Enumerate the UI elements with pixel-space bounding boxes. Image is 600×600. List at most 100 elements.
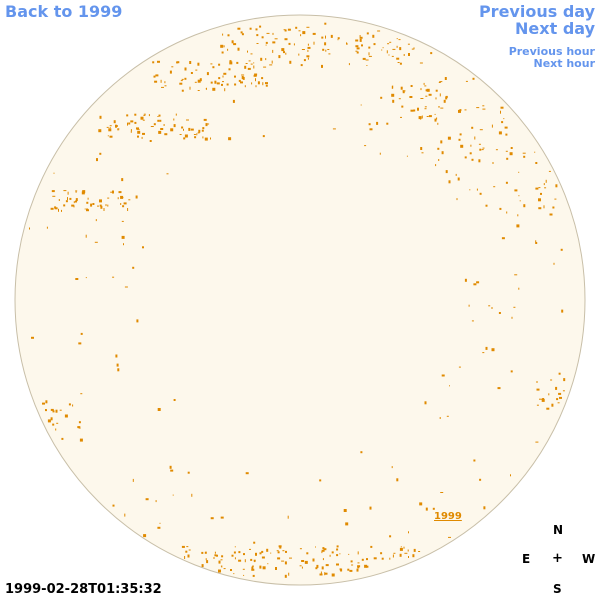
feature-mark bbox=[550, 379, 553, 381]
feature-mark bbox=[476, 281, 480, 284]
feature-mark bbox=[434, 118, 437, 122]
feature-mark bbox=[392, 48, 396, 50]
previous-hour-link[interactable]: Previous hour bbox=[508, 45, 595, 58]
feature-mark bbox=[253, 74, 257, 77]
feature-mark bbox=[357, 565, 361, 568]
feature-mark bbox=[368, 52, 370, 56]
feature-mark bbox=[260, 57, 263, 61]
feature-mark bbox=[373, 557, 377, 560]
feature-mark bbox=[188, 549, 191, 551]
feature-mark bbox=[109, 135, 113, 138]
feature-mark bbox=[448, 180, 451, 184]
compass-west-label: W bbox=[582, 552, 596, 566]
feature-mark bbox=[255, 28, 258, 31]
feature-mark bbox=[347, 568, 350, 571]
feature-mark bbox=[437, 122, 439, 125]
feature-mark bbox=[242, 568, 245, 570]
feature-mark bbox=[157, 408, 161, 411]
feature-mark bbox=[143, 534, 147, 538]
feature-mark bbox=[176, 61, 179, 64]
feature-mark bbox=[549, 213, 553, 216]
feature-mark bbox=[322, 558, 324, 561]
feature-mark bbox=[560, 248, 563, 251]
feature-mark bbox=[271, 60, 273, 64]
feature-mark bbox=[169, 465, 172, 469]
feature-mark bbox=[491, 348, 495, 352]
feature-mark bbox=[377, 30, 381, 32]
feature-mark bbox=[108, 128, 112, 132]
feature-mark bbox=[409, 96, 413, 98]
feature-mark bbox=[325, 35, 326, 39]
feature-mark bbox=[417, 107, 419, 111]
feature-mark bbox=[78, 421, 81, 424]
feature-mark bbox=[31, 336, 34, 339]
feature-mark bbox=[320, 571, 322, 575]
compass-north-label: N bbox=[553, 523, 564, 537]
feature-mark bbox=[306, 55, 310, 58]
feature-mark bbox=[295, 26, 298, 29]
feature-mark bbox=[220, 565, 222, 567]
feature-mark bbox=[420, 98, 424, 99]
feature-mark bbox=[229, 61, 233, 65]
feature-mark bbox=[263, 66, 267, 68]
feature-mark bbox=[75, 200, 77, 203]
feature-mark bbox=[307, 49, 309, 52]
feature-mark bbox=[262, 82, 264, 86]
feature-mark bbox=[270, 552, 272, 554]
feature-mark bbox=[232, 99, 235, 103]
feature-mark bbox=[345, 522, 349, 526]
feature-mark bbox=[285, 52, 287, 55]
feature-mark bbox=[471, 126, 474, 129]
previous-day-link[interactable]: Previous day bbox=[478, 2, 595, 21]
next-hour-link[interactable]: Next hour bbox=[533, 57, 596, 70]
feature-mark bbox=[245, 63, 248, 64]
feature-mark bbox=[479, 478, 482, 481]
feature-mark bbox=[304, 560, 308, 564]
feature-mark bbox=[240, 31, 243, 34]
feature-mark bbox=[441, 151, 444, 155]
feature-mark bbox=[553, 262, 555, 265]
feature-mark bbox=[206, 560, 209, 564]
feature-mark bbox=[262, 566, 266, 570]
feature-mark bbox=[243, 553, 245, 556]
year-link[interactable]: 1999 bbox=[434, 511, 462, 522]
feature-mark bbox=[440, 140, 443, 144]
feature-mark bbox=[107, 135, 109, 137]
feature-mark bbox=[69, 197, 72, 200]
feature-mark bbox=[132, 478, 134, 482]
feature-mark bbox=[357, 551, 359, 555]
back-to-year-link[interactable]: Back to 1999 bbox=[5, 2, 123, 21]
feature-mark bbox=[369, 128, 373, 131]
feature-mark bbox=[380, 96, 383, 99]
feature-mark bbox=[398, 39, 401, 41]
feature-mark bbox=[410, 109, 414, 112]
feature-mark bbox=[221, 83, 223, 86]
feature-mark bbox=[132, 266, 135, 269]
feature-mark bbox=[207, 123, 210, 125]
feature-mark bbox=[55, 428, 57, 431]
feature-mark bbox=[445, 170, 448, 174]
feature-mark bbox=[474, 136, 476, 140]
feature-mark bbox=[166, 173, 169, 175]
feature-mark bbox=[110, 191, 114, 193]
feature-mark bbox=[307, 46, 311, 49]
feature-mark bbox=[52, 195, 56, 197]
feature-mark bbox=[464, 278, 467, 282]
feature-mark bbox=[387, 43, 390, 45]
feature-mark bbox=[406, 155, 408, 157]
feature-mark bbox=[478, 159, 481, 163]
feature-mark bbox=[137, 135, 139, 138]
next-day-link[interactable]: Next day bbox=[515, 19, 595, 38]
feature-mark bbox=[259, 565, 262, 569]
feature-mark bbox=[187, 554, 190, 558]
feature-mark bbox=[399, 553, 402, 557]
feature-mark bbox=[337, 39, 339, 41]
feature-mark bbox=[186, 546, 189, 548]
feature-mark bbox=[445, 95, 448, 98]
feature-mark bbox=[322, 547, 325, 550]
feature-mark bbox=[231, 554, 234, 557]
feature-mark bbox=[498, 131, 502, 135]
feature-mark bbox=[283, 51, 285, 54]
feature-mark bbox=[46, 226, 48, 229]
feature-mark bbox=[306, 26, 310, 28]
